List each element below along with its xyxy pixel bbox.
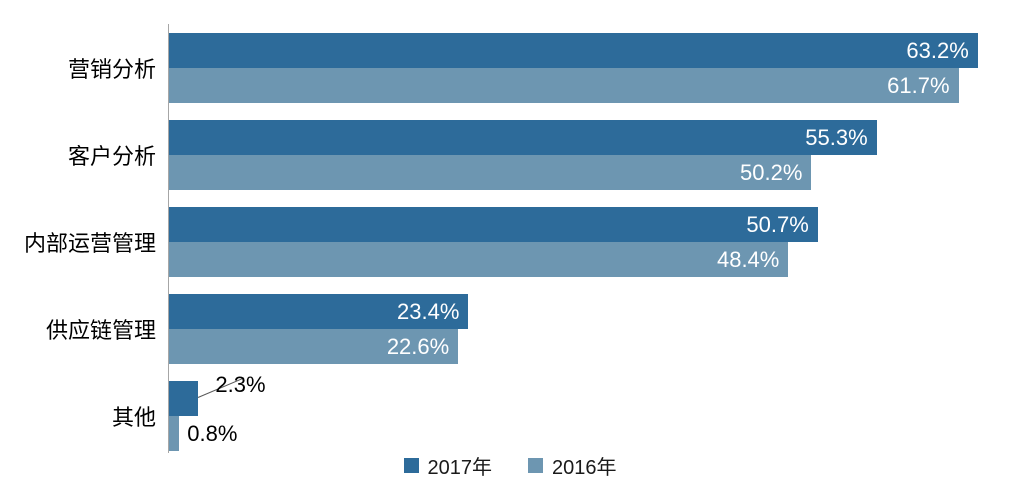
bar-group-2: 内部运营管理 50.7% 48.4% xyxy=(0,207,1020,277)
value-label: 48.4% xyxy=(716,247,780,272)
category-label-0: 营销分析 xyxy=(67,57,156,82)
bar-row-series-0-cat-1: 55.3% xyxy=(169,120,1020,155)
bar-row-series-1-cat-4: 0.8% xyxy=(169,416,1020,451)
bar-row-series-1-cat-1: 50.2% xyxy=(169,155,1020,190)
bar-series-1-cat-4 xyxy=(169,416,180,451)
bar-row-series-0-cat-0: 63.2% xyxy=(169,33,1020,68)
legend-swatch-2016-icon xyxy=(528,458,543,473)
value-label: 2.3% xyxy=(215,372,266,397)
value-label: 0.8% xyxy=(187,421,238,446)
bar-group-1: 客户分析 55.3% 50.2% xyxy=(0,120,1020,190)
bar-row-series-0-cat-3: 23.4% xyxy=(169,294,1020,329)
bar-row-series-1-cat-3: 22.6% xyxy=(169,329,1020,364)
bar-series-0-cat-1: 55.3% xyxy=(169,120,877,155)
bar-row-series-1-cat-2: 48.4% xyxy=(169,242,1020,277)
bar-row-series-0-cat-4: 2.3% xyxy=(169,374,1020,416)
category-label-2: 内部运营管理 xyxy=(23,231,156,256)
plot-area: 营销分析 63.2% 61.7% 客户分析 55.3% 50.2% 内部运营管理 50.7% 4… xyxy=(0,33,1020,468)
bar-group-4: 其他 2.3% 0.8% xyxy=(0,374,1020,451)
value-label: 55.3% xyxy=(805,125,868,150)
category-label-4: 其他 xyxy=(111,405,156,430)
value-label: 22.6% xyxy=(386,334,450,359)
bar-series-0-cat-4 xyxy=(169,381,199,416)
bar-series-1-cat-3: 22.6% xyxy=(169,329,459,364)
value-label: 50.2% xyxy=(740,160,803,185)
legend-item-2017: 2017年 xyxy=(403,451,493,480)
bar-series-0-cat-3: 23.4% xyxy=(169,294,469,329)
bar-series-1-cat-2: 48.4% xyxy=(169,242,789,277)
value-label: 63.2% xyxy=(906,38,969,63)
legend-swatch-2017-icon xyxy=(403,458,419,473)
y-axis-line xyxy=(168,24,169,453)
bar-series-1-cat-0: 61.7% xyxy=(169,68,959,103)
bar-group-3: 供应链管理 23.4% 22.6% xyxy=(0,294,1020,364)
bar-series-0-cat-2: 50.7% xyxy=(169,207,818,242)
legend-label-2017: 2017年 xyxy=(427,457,493,479)
bar-row-series-0-cat-2: 50.7% xyxy=(169,207,1020,242)
bar-series-1-cat-1: 50.2% xyxy=(169,155,812,190)
value-label: 61.7% xyxy=(887,73,950,98)
legend-label-2016: 2016年 xyxy=(552,457,617,479)
legend-item-2016: 2016年 xyxy=(528,451,617,480)
category-label-1: 客户分析 xyxy=(67,144,156,169)
value-label: 50.7% xyxy=(746,212,809,237)
value-label: 23.4% xyxy=(397,299,460,324)
category-label-3: 供应链管理 xyxy=(45,318,156,343)
bar-row-series-1-cat-0: 61.7% xyxy=(169,68,1020,103)
bar-group-0: 营销分析 63.2% 61.7% xyxy=(0,33,1020,103)
bar-series-0-cat-0: 63.2% xyxy=(169,33,978,68)
legend: 2017年 2016年 xyxy=(0,451,1020,480)
